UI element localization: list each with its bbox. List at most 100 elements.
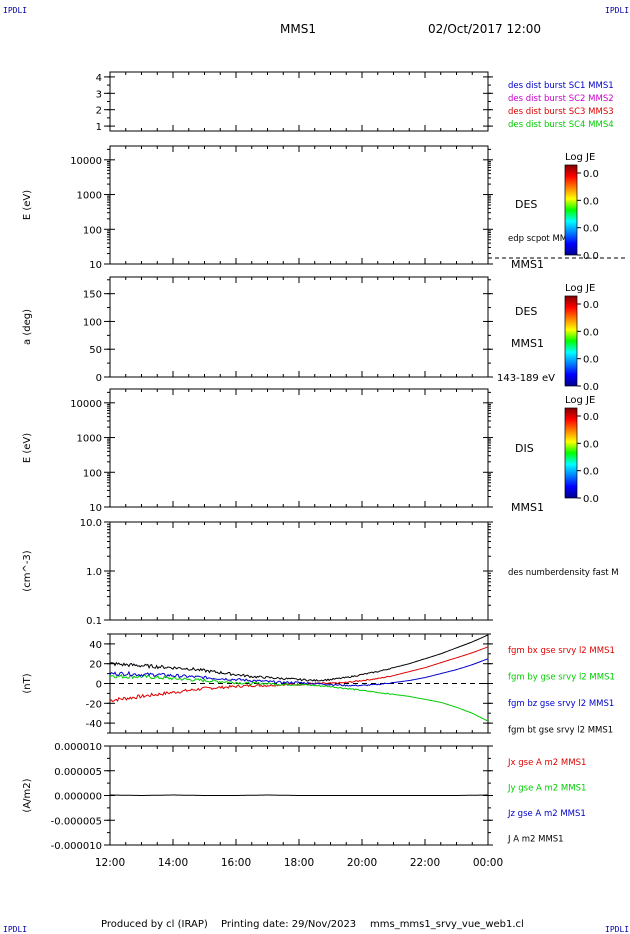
y-axis-label-p4: E (eV): [22, 433, 33, 463]
y-tick-label: 10000: [70, 399, 102, 410]
colorbar-tick-label: 0.0: [583, 412, 599, 423]
colorbar-tick-label: 0.0: [583, 439, 599, 450]
time-axis-label: 14:00: [158, 857, 188, 869]
y-tick-label: 20: [89, 660, 102, 671]
series-line: [110, 646, 488, 703]
y-tick-label: 10: [89, 503, 102, 514]
y-tick-label: 10: [89, 260, 102, 271]
overlay-label: edp scpot MMS1: [508, 234, 578, 244]
panel-frame-p2: [109, 145, 489, 265]
y-tick-label: 100: [83, 225, 102, 236]
datetime-title: 02/Oct/2017 12:00: [428, 22, 542, 36]
colorbar-tick-label: 0.0: [583, 494, 599, 505]
y-tick-label: 100: [83, 317, 102, 328]
footer-producer: Produced by cl (IRAP): [101, 919, 208, 930]
y-tick-label: 10000: [70, 156, 102, 167]
y-tick-label: 1000: [77, 434, 102, 445]
y-tick-label: 0.000000: [54, 792, 102, 803]
legend-entry: des dist burst SC1 MMS1: [508, 81, 614, 91]
legend-entry: des dist burst SC2 MMS2: [508, 94, 614, 104]
time-axis-label: 22:00: [410, 857, 440, 869]
colorbar-tick-label: 0.0: [583, 355, 599, 366]
colorbar-tick-label: 0.0: [583, 251, 599, 262]
colorbar-tick-label: 0.0: [583, 467, 599, 478]
series-line: [110, 794, 488, 796]
colorbar-tick-label: 0.0: [583, 300, 599, 311]
y-tick-label: 4: [96, 73, 102, 84]
y-tick-label: 100: [83, 468, 102, 479]
spacecraft-label-p2: MMS1: [511, 258, 544, 271]
y-tick-label: 10.0: [80, 518, 102, 529]
instrument-label-p2: DES: [515, 198, 537, 211]
legend-entry: des dist burst SC3 MMS3: [508, 107, 614, 117]
y-tick-label: 1: [96, 122, 102, 133]
colorbar-title-p3: Log JE: [565, 283, 595, 294]
corner-label-bottom-right: IPDLI: [605, 925, 630, 934]
y-axis-label-p7: (A/m2): [22, 778, 33, 812]
footer-printing-date: Printing date: 29/Nov/2023: [221, 919, 357, 930]
y-tick-label: -0.000005: [51, 816, 102, 827]
y-tick-label: 40: [89, 640, 102, 651]
time-axis-label: 16:00: [221, 857, 251, 869]
footer-script: mms_mms1_srvy_vue_web1.cl: [370, 919, 524, 930]
series-line: [110, 634, 488, 682]
y-tick-label: -40: [86, 719, 102, 730]
colorbar-p3: [564, 295, 578, 387]
colorbar-tick-label: 0.0: [583, 196, 599, 207]
panel-frame-p1: [109, 71, 489, 132]
instrument-label-p3: DES: [515, 305, 537, 318]
time-axis-label: 18:00: [284, 857, 314, 869]
energy-range-label: 143-189 eV: [497, 373, 555, 384]
panel-frame-p3: [109, 276, 489, 378]
y-tick-label: 150: [83, 290, 102, 301]
colorbar-title-p2: Log JE: [565, 152, 595, 163]
y-tick-label: 0: [96, 680, 102, 691]
colorbar-tick-label: 0.0: [583, 169, 599, 180]
y-axis-label-p2: E (eV): [22, 190, 33, 220]
corner-label-top-left: IPDLI: [3, 6, 28, 15]
y-axis-label-p6: (nT): [22, 673, 33, 693]
legend-entry: des numberdensity fast M: [508, 568, 619, 578]
y-tick-label: 3: [96, 89, 102, 100]
y-tick-label: 0: [96, 373, 102, 384]
legend-entry: fgm by gse srvy l2 MMS1: [508, 673, 615, 683]
y-tick-label: 1000: [77, 191, 102, 202]
y-tick-label: -0.000010: [51, 841, 102, 852]
colorbar-tick-label: 0.0: [583, 327, 599, 338]
time-axis-label: 20:00: [347, 857, 377, 869]
colorbar-title-p4: Log JE: [565, 395, 595, 406]
y-tick-label: -20: [86, 699, 102, 710]
legend-entry: fgm bx gse srvy l2 MMS1: [508, 646, 615, 656]
legend-entry: J A m2 MMS1: [507, 835, 564, 845]
y-tick-label: 0.000005: [54, 767, 102, 778]
corner-label-top-right: IPDLI: [605, 6, 630, 15]
time-axis-label: 00:00: [473, 857, 503, 869]
y-tick-label: 50: [89, 345, 102, 356]
series-line: [110, 658, 488, 687]
legend-entry: Jy gse A m2 MMS1: [507, 784, 586, 794]
legend-entry: des dist burst SC4 MMS4: [508, 120, 614, 130]
y-axis-label-p5: (cm^-3): [22, 550, 33, 591]
y-axis-label-p3: a (deg): [22, 309, 33, 345]
spacecraft-label-p4: MMS1: [511, 501, 544, 514]
legend-entry: fgm bt gse srvy l2 MMS1: [508, 726, 613, 736]
colorbar-tick-label: 0.0: [583, 382, 599, 393]
legend-entry: Jz gse A m2 MMS1: [507, 809, 586, 819]
y-tick-label: 1.0: [86, 567, 102, 578]
legend-entry: fgm bz gse srvy l2 MMS1: [508, 699, 614, 709]
series-line: [110, 673, 488, 722]
legend-entry: Jx gse A m2 MMS1: [507, 758, 586, 768]
colorbar-tick-label: 0.0: [583, 224, 599, 235]
spacecraft-title: MMS1: [280, 22, 316, 36]
instrument-label-p4: DIS: [515, 442, 534, 455]
colorbar-p4: [564, 407, 578, 499]
y-tick-label: 0.1: [86, 616, 102, 627]
spacecraft-label-p3: MMS1: [511, 337, 544, 350]
panel-frame-p4: [109, 388, 489, 508]
y-tick-label: 2: [96, 106, 102, 117]
time-axis-label: 12:00: [95, 857, 125, 869]
corner-label-bottom-left: IPDLI: [3, 925, 28, 934]
colorbar-p2: [564, 164, 578, 256]
panel-frame-p5: [109, 521, 489, 621]
